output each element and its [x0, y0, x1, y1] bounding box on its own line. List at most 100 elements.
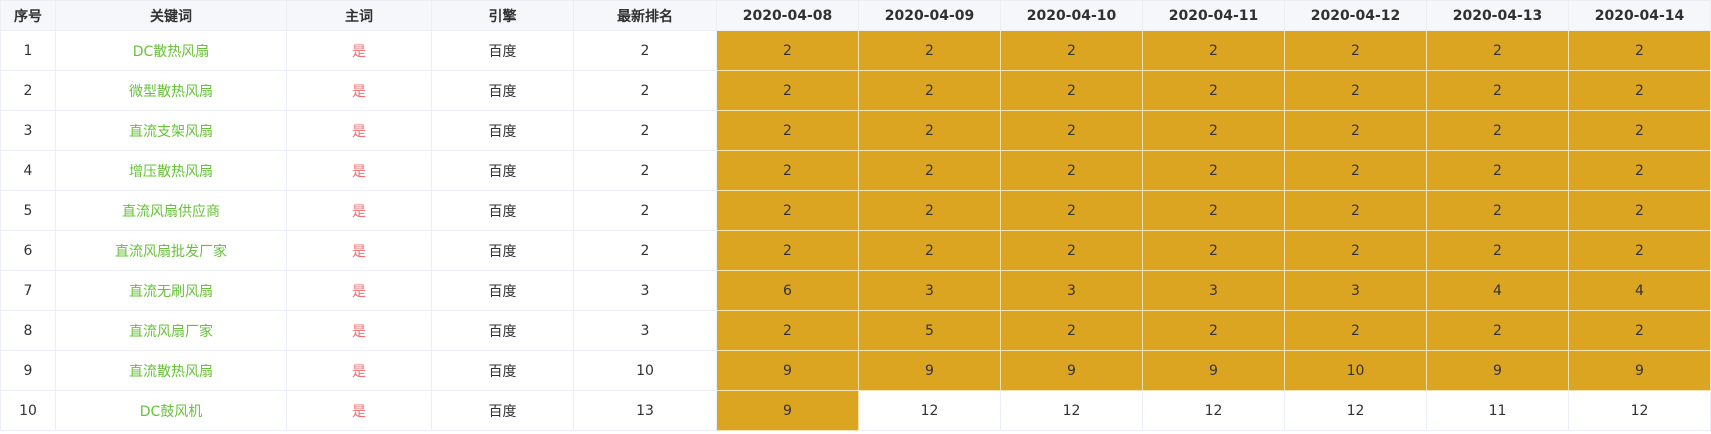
cell-rank: 2 [1568, 230, 1711, 271]
cell-keyword: 直流风扇批发厂家 [55, 230, 287, 271]
cell-rank: 2 [1000, 150, 1143, 191]
cell-rank: 2 [1568, 310, 1711, 351]
cell-keyword: 直流风扇厂家 [55, 310, 287, 351]
cell-main-word: 是 [286, 230, 432, 271]
keyword-link[interactable]: 直流支架风扇 [129, 123, 213, 140]
cell-rank: 2 [716, 30, 859, 71]
column-header-date: 2020-04-11 [1142, 0, 1285, 31]
keyword-link[interactable]: DC散热风扇 [132, 43, 210, 60]
cell-rank: 3 [1142, 270, 1285, 311]
cell-rank: 3 [858, 270, 1001, 311]
table-row: 3 直流支架风扇是百度 2 2 2 2 2 2 2 2 [0, 110, 1711, 151]
keyword-link[interactable]: 增压散热风扇 [129, 163, 213, 180]
table-row: 5 直流风扇供应商是百度 2 2 2 2 2 2 2 2 [0, 190, 1711, 231]
cell-rank: 9 [858, 350, 1001, 391]
column-header-date: 2020-04-08 [716, 0, 859, 31]
cell-latest-rank: 3 [573, 270, 717, 311]
cell-rank: 5 [858, 310, 1001, 351]
cell-rank: 2 [1142, 310, 1285, 351]
column-header-date: 2020-04-10 [1000, 0, 1143, 31]
column-header-engine: 引擎 [431, 0, 574, 31]
cell-main-word: 是 [286, 310, 432, 351]
table-row: 1 DC散热风扇是百度 2 2 2 2 2 2 2 2 [0, 30, 1711, 71]
keyword-link[interactable]: 直流无刷风扇 [129, 283, 213, 300]
cell-rank: 12 [858, 390, 1001, 431]
cell-rank: 2 [1426, 310, 1569, 351]
cell-keyword: DC散热风扇 [55, 30, 287, 71]
cell-keyword: 直流散热风扇 [55, 350, 287, 391]
keyword-link[interactable]: 微型散热风扇 [129, 83, 213, 100]
cell-rank: 2 [1142, 230, 1285, 271]
cell-latest-rank: 2 [573, 30, 717, 71]
cell-rank: 2 [1142, 30, 1285, 71]
cell-main-word: 是 [286, 70, 432, 111]
cell-rank: 4 [1426, 270, 1569, 311]
cell-rank: 2 [1000, 190, 1143, 231]
header-row: 序号 关键词 主词 引擎 最新排名 2020-04-08 2020-04-09 … [0, 0, 1711, 31]
cell-engine: 百度 [431, 390, 574, 431]
cell-rank: 11 [1426, 390, 1569, 431]
keyword-link[interactable]: DC鼓风机 [139, 403, 203, 420]
cell-index: 2 [0, 70, 56, 111]
cell-index: 4 [0, 150, 56, 191]
cell-rank: 2 [858, 150, 1001, 191]
cell-rank: 2 [1426, 190, 1569, 231]
keyword-link[interactable]: 直流散热风扇 [129, 363, 213, 380]
cell-index: 6 [0, 230, 56, 271]
cell-latest-rank: 2 [573, 150, 717, 191]
cell-rank: 2 [1568, 30, 1711, 71]
cell-rank: 2 [1426, 70, 1569, 111]
keyword-link[interactable]: 直流风扇厂家 [129, 323, 213, 340]
cell-keyword: 微型散热风扇 [55, 70, 287, 111]
cell-rank: 2 [1142, 70, 1285, 111]
cell-rank: 2 [1568, 110, 1711, 151]
cell-rank: 6 [716, 270, 859, 311]
keyword-link[interactable]: 直流风扇供应商 [122, 203, 220, 220]
cell-engine: 百度 [431, 230, 574, 271]
cell-index: 9 [0, 350, 56, 391]
cell-rank: 12 [1568, 390, 1711, 431]
cell-rank: 9 [1142, 350, 1285, 391]
cell-rank: 10 [1284, 350, 1427, 391]
cell-rank: 2 [858, 70, 1001, 111]
cell-latest-rank: 13 [573, 390, 717, 431]
cell-engine: 百度 [431, 30, 574, 71]
cell-rank: 2 [716, 230, 859, 271]
cell-index: 8 [0, 310, 56, 351]
table-row: 9 直流散热风扇是百度 10 9 9 9 9 10 9 9 [0, 350, 1711, 391]
cell-latest-rank: 2 [573, 190, 717, 231]
table-header: 序号 关键词 主词 引擎 最新排名 2020-04-08 2020-04-09 … [0, 0, 1711, 31]
cell-engine: 百度 [431, 110, 574, 151]
cell-index: 5 [0, 190, 56, 231]
cell-rank: 2 [1284, 150, 1427, 191]
cell-rank: 2 [716, 150, 859, 191]
column-header-main-word: 主词 [286, 0, 432, 31]
cell-main-word: 是 [286, 110, 432, 151]
cell-rank: 2 [1284, 30, 1427, 71]
cell-rank: 2 [1284, 110, 1427, 151]
cell-rank: 9 [1426, 350, 1569, 391]
cell-rank: 3 [1000, 270, 1143, 311]
cell-engine: 百度 [431, 150, 574, 191]
column-header-latest-rank: 最新排名 [573, 0, 717, 31]
cell-main-word: 是 [286, 270, 432, 311]
cell-rank: 2 [1426, 230, 1569, 271]
table-row: 2 微型散热风扇是百度 2 2 2 2 2 2 2 2 [0, 70, 1711, 111]
table-row: 8 直流风扇厂家是百度 3 2 5 2 2 2 2 2 [0, 310, 1711, 351]
column-header-date: 2020-04-13 [1426, 0, 1569, 31]
cell-rank: 2 [1142, 150, 1285, 191]
cell-rank: 2 [1284, 70, 1427, 111]
cell-index: 10 [0, 390, 56, 431]
cell-rank: 2 [1284, 310, 1427, 351]
cell-rank: 2 [716, 110, 859, 151]
keyword-link[interactable]: 直流风扇批发厂家 [115, 243, 227, 260]
cell-rank: 2 [1000, 30, 1143, 71]
cell-rank: 2 [1284, 230, 1427, 271]
cell-rank: 2 [1426, 150, 1569, 191]
cell-latest-rank: 2 [573, 230, 717, 271]
cell-engine: 百度 [431, 270, 574, 311]
table-row: 6 直流风扇批发厂家是百度 2 2 2 2 2 2 2 2 [0, 230, 1711, 271]
cell-latest-rank: 2 [573, 70, 717, 111]
cell-rank: 2 [1142, 110, 1285, 151]
